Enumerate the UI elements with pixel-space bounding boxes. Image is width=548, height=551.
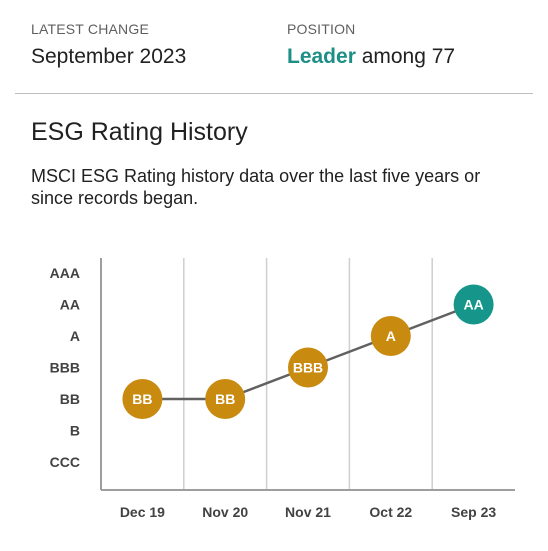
rating-point[interactable] [205, 379, 246, 419]
position-label: POSITION [287, 21, 356, 37]
x-tick-label: Oct 22 [369, 504, 412, 520]
position-suffix: among 77 [355, 45, 456, 68]
x-tick-label: Nov 21 [285, 504, 331, 520]
x-tick-label: Nov 20 [202, 504, 248, 520]
y-tick-label: BBB [50, 360, 80, 376]
y-tick-label: B [70, 423, 80, 439]
rating-point-label: A [386, 328, 396, 344]
rating-point[interactable] [288, 347, 328, 388]
y-tick-label: CCC [50, 454, 80, 470]
y-tick-label: A [70, 328, 80, 344]
section-title: ESG Rating History [31, 118, 248, 146]
position-highlight: Leader [287, 45, 356, 68]
rating-point[interactable] [122, 379, 163, 419]
x-tick-label: Dec 19 [120, 504, 165, 520]
latest-change-value: September 2023 [31, 45, 187, 68]
x-tick-label: Sep 23 [451, 504, 496, 520]
section-divider [15, 93, 533, 94]
y-tick-label: BB [60, 391, 80, 407]
rating-point[interactable] [370, 316, 411, 356]
rating-point-label: BB [132, 391, 152, 407]
position-value: Leader among 77 [287, 45, 455, 69]
y-tick-label: AAA [50, 265, 80, 281]
rating-point-label: AA [463, 297, 483, 313]
rating-point[interactable] [453, 284, 494, 325]
y-tick-label: AA [60, 297, 80, 313]
latest-change-label: LATEST CHANGE [31, 21, 149, 37]
rating-point-label: BBB [293, 360, 323, 376]
rating-point-label: BB [215, 391, 235, 407]
section-description: MSCI ESG Rating history data over the la… [31, 166, 481, 208]
